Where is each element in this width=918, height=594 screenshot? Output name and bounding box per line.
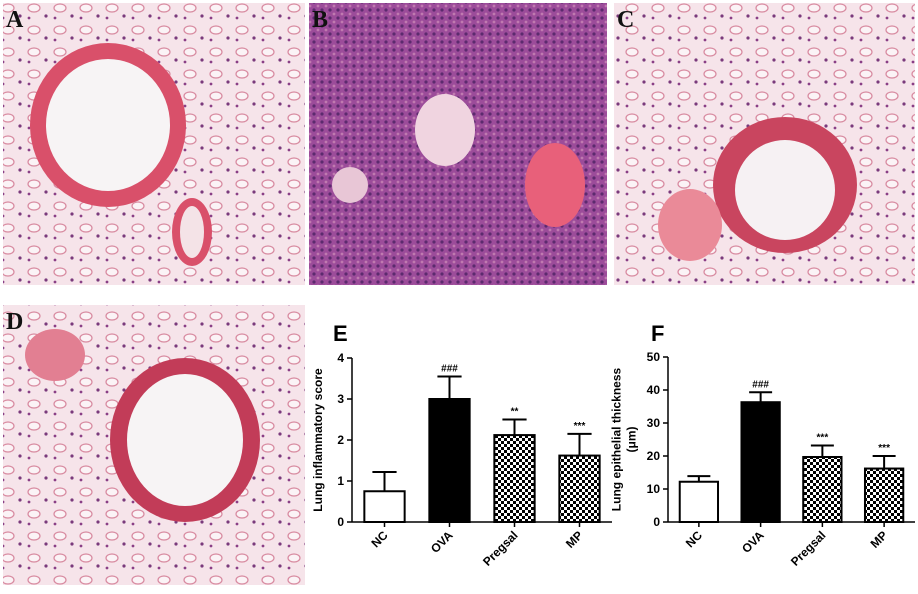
x-tick-label: OVA (428, 528, 456, 556)
y-tick-label: 0 (653, 515, 660, 529)
y-tick-label: 20 (647, 449, 661, 463)
y-tick-label: 3 (337, 392, 344, 406)
significance-label: *** (878, 443, 890, 454)
bar (428, 398, 471, 523)
x-tick-label: NC (683, 528, 705, 550)
micrograph-a (3, 3, 305, 285)
x-tick-label: Pregsal (480, 528, 521, 569)
significance-label: *** (574, 421, 586, 432)
bar (863, 467, 905, 524)
y-tick-label: 50 (647, 350, 661, 364)
bar (363, 490, 406, 523)
y-axis-label: Lung inflammatory score (311, 368, 325, 512)
significance-label: ** (511, 407, 519, 418)
significance-label: ### (752, 379, 769, 390)
micrograph-b (309, 3, 607, 285)
micrograph-c (614, 3, 915, 285)
y-tick-label: 4 (337, 351, 344, 365)
y-tick-label: 2 (337, 433, 344, 447)
panel-letter: A (6, 7, 24, 33)
significance-label: ### (441, 363, 458, 374)
x-tick-label: MP (563, 528, 586, 551)
x-tick-label: NC (368, 528, 390, 550)
y-tick-label: 30 (647, 416, 661, 430)
significance-label: *** (817, 432, 829, 443)
y-tick-label: 10 (647, 482, 661, 496)
panel-letter: D (6, 309, 23, 335)
y-axis-label: Lung epithelial thickness (610, 368, 624, 512)
panel-letter: B (312, 7, 328, 33)
y-tick-label: 0 (337, 515, 344, 529)
chart-letter: E (333, 321, 348, 346)
y-tick-label: 1 (337, 474, 344, 488)
bar (493, 434, 536, 523)
x-tick-label: OVA (739, 528, 767, 556)
bar (740, 401, 781, 523)
x-tick-label: MP (868, 528, 891, 551)
bar (802, 455, 843, 523)
bar (558, 454, 601, 523)
panel-letter: C (617, 7, 634, 33)
x-tick-label: Pregsal (788, 528, 829, 569)
micrograph-d (3, 305, 305, 585)
chart-letter: F (651, 321, 664, 346)
y-axis-label: (μm) (625, 426, 639, 452)
y-tick-label: 40 (647, 383, 661, 397)
bar (678, 480, 720, 523)
